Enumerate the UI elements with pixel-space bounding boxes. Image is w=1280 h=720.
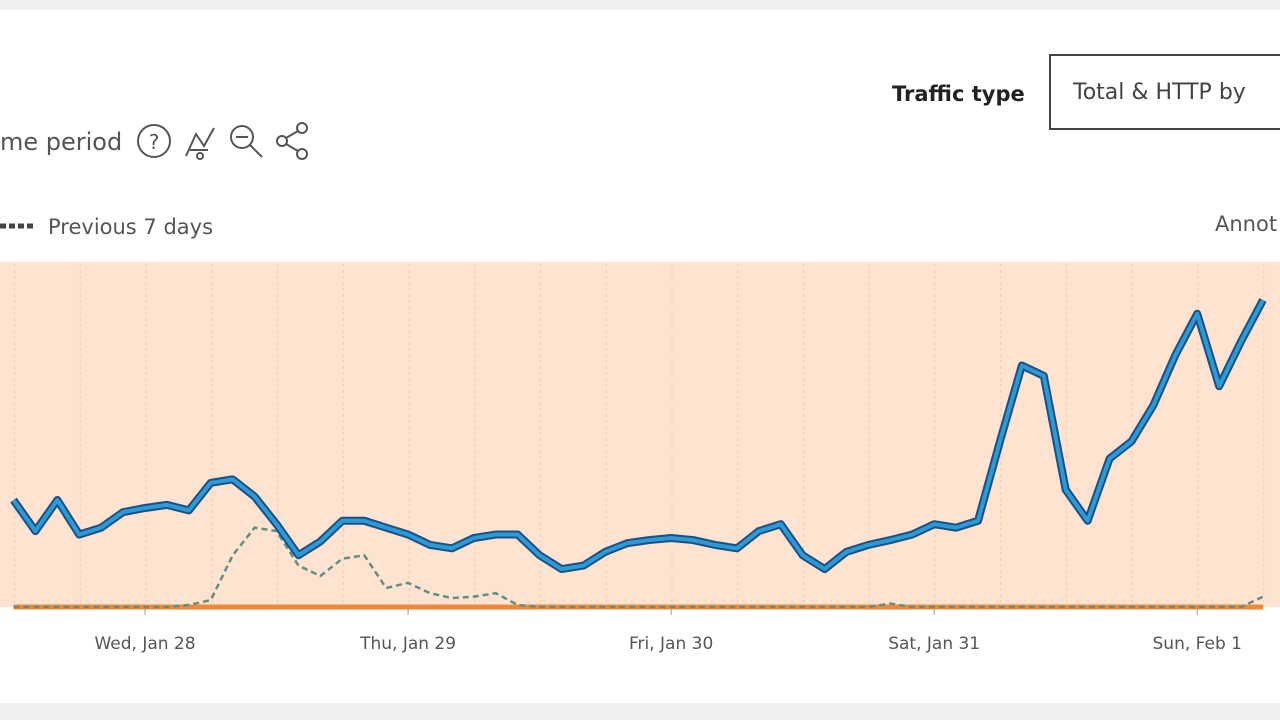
help-icon[interactable]: ? [137, 124, 171, 158]
alert-icon[interactable] [185, 127, 215, 160]
share-icon[interactable] [276, 122, 308, 160]
filter-label: Traffic type [892, 82, 1025, 106]
annotations-link[interactable]: Annot [1215, 212, 1278, 236]
period-text: me period [0, 128, 123, 156]
zoom-icon[interactable] [230, 125, 263, 158]
svg-text:?: ? [149, 130, 160, 154]
toolbar-icons: ? [137, 122, 308, 160]
traffic-type-select[interactable]: Total & HTTP by [1049, 54, 1280, 130]
